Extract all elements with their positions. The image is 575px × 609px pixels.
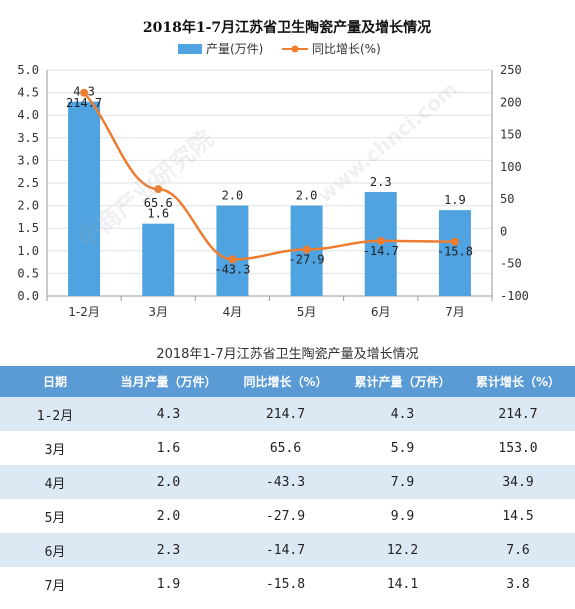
y-right-tick-label: 50 <box>500 192 514 206</box>
y-left-tick-label: 0.0 <box>17 289 39 303</box>
line-data-label: -27.9 <box>289 252 325 266</box>
line-data-label: -14.7 <box>363 244 399 258</box>
cell-cumulative-output: 5.9 <box>344 431 461 465</box>
bar <box>438 210 471 296</box>
y-left-tick-label: 4.0 <box>17 108 39 122</box>
table-row: 6月 2.3 -14.7 12.2 7.6 <box>0 533 575 567</box>
y-right-tick-label: 100 <box>500 160 522 174</box>
y-left-tick-label: 1.5 <box>17 221 39 235</box>
bar <box>68 101 101 296</box>
x-tick-label: 3月 <box>148 305 168 319</box>
chart-panel: 2018年1-7月江苏省卫生陶瓷产量及增长情况产量(万件) 同比增长(%) 0.0 0… <box>17 19 529 319</box>
y-right-tick-label: 150 <box>500 128 522 142</box>
x-tick-label: 6月 <box>371 305 391 319</box>
table-row: 3月 1.6 65.6 5.9 153.0 <box>0 431 575 465</box>
table-row: 5月 2.0 -27.9 9.9 14.5 <box>0 499 575 533</box>
cell-cumulative-output: 4.3 <box>344 397 461 431</box>
cell-cumulative-growth: 214.7 <box>461 397 575 431</box>
cell-yoy-growth: 214.7 <box>227 397 344 431</box>
cell-yoy-growth: -15.8 <box>227 567 344 601</box>
y-left-tick-label: 2.5 <box>17 176 39 190</box>
line-point <box>154 185 163 194</box>
y-right-tick-label: 200 <box>500 95 522 109</box>
cell-monthly-output: 2.3 <box>110 533 227 567</box>
table-row: 4月 2.0 -43.3 7.9 34.9 <box>0 465 575 499</box>
cell-date: 7月 <box>0 567 110 601</box>
x-tick-label: 4月 <box>223 305 243 319</box>
cell-yoy-growth: -14.7 <box>227 533 344 567</box>
line-point <box>80 88 89 97</box>
header-monthly-output: 当月产量（万件） <box>110 366 227 397</box>
table-row: 1-2月 4.3 214.7 4.3 214.7 <box>0 397 575 431</box>
y-left-tick-label: 1.0 <box>17 244 39 258</box>
y-left-tick-label: 3.0 <box>17 153 39 167</box>
x-tick-label: 7月 <box>445 305 465 319</box>
line-data-label: 214.7 <box>66 96 102 110</box>
cell-date: 3月 <box>0 431 110 465</box>
cell-cumulative-growth: 34.9 <box>461 465 575 499</box>
table-title: 2018年1-7月江苏省卫生陶瓷产量及增长情况 <box>156 347 419 362</box>
cell-cumulative-output: 14.1 <box>344 567 461 601</box>
cell-cumulative-output: 9.9 <box>344 499 461 533</box>
cell-cumulative-growth: 14.5 <box>461 499 575 533</box>
data-table: 日期 当月产量（万件） 同比增长（%） 累计产量（万件） 累计增长（%） 1-2… <box>0 366 575 601</box>
cell-monthly-output: 2.0 <box>110 499 227 533</box>
table-body: 1-2月 4.3 214.7 4.3 214.7 3月 1.6 65.6 5.9 153.0 4月 2… <box>0 397 575 601</box>
y-left-tick-label: 3.5 <box>17 131 39 145</box>
header-cumulative-growth: 累计增长（%） <box>461 366 575 397</box>
bar-data-label: 2.3 <box>370 175 392 189</box>
cell-monthly-output: 4.3 <box>110 397 227 431</box>
line-point <box>376 236 385 245</box>
bar <box>142 223 175 296</box>
y-right-tick-label: 0 <box>500 224 507 238</box>
cell-cumulative-output: 12.2 <box>344 533 461 567</box>
cell-cumulative-growth: 153.0 <box>461 431 575 465</box>
cell-monthly-output: 2.0 <box>110 465 227 499</box>
bar-data-label: 1.6 <box>147 207 169 221</box>
y-left-tick-label: 4.5 <box>17 86 39 100</box>
chart-title: 2018年1-7月江苏省卫生陶瓷产量及增长情况 <box>143 19 431 36</box>
line-data-label: -15.8 <box>437 245 473 259</box>
cell-cumulative-output: 7.9 <box>344 465 461 499</box>
y-left-tick-label: 0.5 <box>17 266 39 280</box>
line-point <box>228 255 237 264</box>
line-data-label: 65.6 <box>144 196 173 210</box>
y-left-tick-label: 5.0 <box>17 63 39 77</box>
line-data-label: -43.3 <box>214 262 250 276</box>
table-row: 7月 1.9 -15.8 14.1 3.8 <box>0 567 575 601</box>
cell-date: 6月 <box>0 533 110 567</box>
legend-bar-label: 产量(万件) <box>206 42 263 56</box>
cell-yoy-growth: -43.3 <box>227 465 344 499</box>
y-right-tick-label: -50 <box>500 257 522 271</box>
table-header-row: 日期 当月产量（万件） 同比增长（%） 累计产量（万件） 累计增长（%） <box>0 366 575 397</box>
y-left-tick-label: 2.0 <box>17 199 39 213</box>
bar-data-label: 1.9 <box>444 193 466 207</box>
legend-line-label: 同比增长(%) <box>312 42 381 56</box>
y-right-tick-label: -100 <box>500 289 529 303</box>
line-series <box>83 91 455 261</box>
header-yoy-growth: 同比增长（%） <box>227 366 344 397</box>
cell-cumulative-growth: 7.6 <box>461 533 575 567</box>
cell-monthly-output: 1.9 <box>110 567 227 601</box>
y-right-tick-label: 250 <box>500 63 522 77</box>
line-point <box>302 245 311 254</box>
cell-date: 4月 <box>0 465 110 499</box>
x-tick-label: 5月 <box>297 305 317 319</box>
cell-monthly-output: 1.6 <box>110 431 227 465</box>
x-tick-label: 1-2月 <box>68 305 100 319</box>
header-cumulative-output: 累计产量（万件） <box>344 366 461 397</box>
cell-cumulative-growth: 3.8 <box>461 567 575 601</box>
bar <box>216 205 249 296</box>
line-point <box>450 237 459 246</box>
header-date: 日期 <box>0 366 110 397</box>
cell-yoy-growth: 65.6 <box>227 431 344 465</box>
legend-bar-swatch <box>178 44 202 54</box>
cell-date: 1-2月 <box>0 397 110 431</box>
cell-date: 5月 <box>0 499 110 533</box>
cell-yoy-growth: -27.9 <box>227 499 344 533</box>
bar-data-label: 2.0 <box>296 189 318 203</box>
legend-line-marker <box>291 45 299 53</box>
bar-data-label: 2.0 <box>222 189 244 203</box>
